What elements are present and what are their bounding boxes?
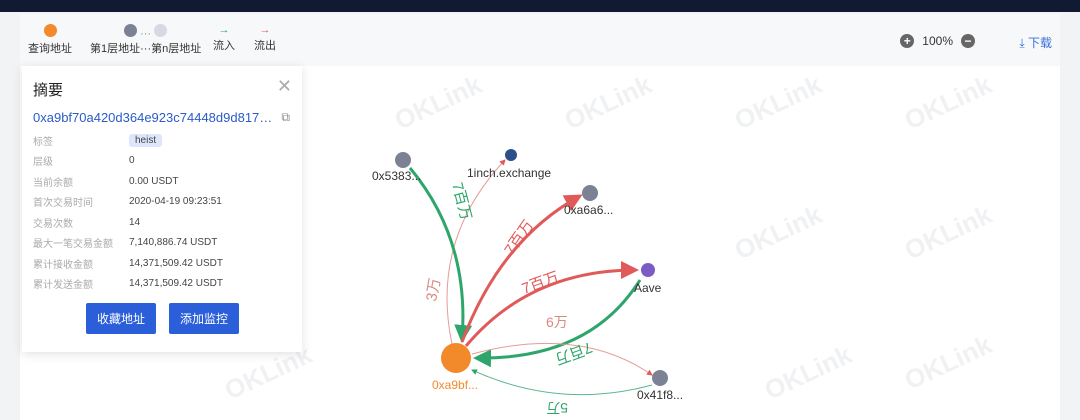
legend-inflow: → 流入 bbox=[213, 24, 235, 53]
summary-row: 首次交易时间 2020-04-19 09:23:51 bbox=[33, 192, 223, 213]
node-5383[interactable] bbox=[395, 152, 411, 168]
summary-row: 交易次数 14 bbox=[33, 212, 223, 233]
edge-to-41f8[interactable] bbox=[471, 342, 653, 376]
row-value: 14,371,509.42 USDT bbox=[129, 257, 223, 269]
row-value: 7,140,886.74 USDT bbox=[129, 237, 218, 249]
download-icon: ⤓ bbox=[1019, 36, 1025, 50]
row-key: 累计发送金额 bbox=[33, 280, 93, 292]
inflow-arrow-icon: → bbox=[218, 24, 230, 36]
favorite-address-button[interactable]: 收藏地址 bbox=[86, 303, 156, 334]
node-label-a6a6: 0xa6a6... bbox=[564, 203, 613, 217]
row-key: 最大一笔交易金额 bbox=[33, 239, 113, 251]
edge-label-to-aave: 7百万 bbox=[520, 269, 562, 298]
copy-icon[interactable]: ⧉ bbox=[281, 110, 290, 124]
legend-outflow-label: 流出 bbox=[254, 40, 276, 52]
row-value: 14 bbox=[129, 216, 141, 228]
edge-from-5383[interactable] bbox=[408, 167, 473, 343]
edge-to-a6a6[interactable] bbox=[460, 194, 583, 343]
row-value: 14,371,509.42 USDT bbox=[129, 278, 223, 290]
summary-title: 摘要 bbox=[33, 82, 64, 99]
watermark: OKLink bbox=[760, 339, 857, 405]
row-key: 标签 bbox=[33, 136, 53, 148]
row-key: 首次交易时间 bbox=[33, 198, 93, 210]
zoom-out-icon[interactable]: − bbox=[961, 34, 975, 48]
toolbar: 查询地址 ··· 第1层地址···第n层地址 → 流入 → 流出 + 100% − … bbox=[20, 14, 1060, 66]
top-bar bbox=[0, 0, 1080, 12]
row-key: 层级 bbox=[33, 157, 53, 169]
summary-rows: 标签 heist 层级 0 当前余额 0.00 USDT 首次交易时间 2020-04-19 … bbox=[33, 130, 223, 294]
node-41f8[interactable] bbox=[652, 370, 668, 386]
summary-row: 累计发送金额 14,371,509.42 USDT bbox=[33, 274, 223, 295]
close-icon[interactable]: ✕ bbox=[276, 76, 292, 96]
edge-from-41f8[interactable] bbox=[471, 369, 653, 396]
edge-to-aave[interactable] bbox=[464, 261, 639, 347]
tag-badge: heist bbox=[129, 133, 163, 147]
legend-layers-label: 第1层地址···第n层地址 bbox=[90, 43, 202, 55]
legend-query-label: 查询地址 bbox=[28, 43, 72, 55]
edge-to-inch[interactable] bbox=[446, 159, 506, 345]
legend-layers: ··· 第1层地址···第n层地址 bbox=[90, 24, 201, 56]
ellipsis-icon: ··· bbox=[140, 28, 152, 40]
summary-row: 最大一笔交易金额 7,140,886.74 USDT bbox=[33, 233, 223, 254]
edge-label-to-41f8: 6万 bbox=[546, 314, 568, 330]
row-key: 交易次数 bbox=[33, 218, 73, 230]
legend-outflow: → 流出 bbox=[254, 24, 276, 53]
layer1-dot-icon bbox=[124, 24, 138, 37]
layern-dot-icon bbox=[154, 24, 168, 37]
node-label-inch: 1inch.exchange bbox=[467, 166, 551, 180]
row-value: 0 bbox=[129, 155, 135, 167]
row-value: 0.00 USDT bbox=[129, 175, 179, 187]
row-key: 累计接收金额 bbox=[33, 259, 93, 271]
node-label-41f8: 0x41f8... bbox=[637, 388, 683, 402]
zoom-in-icon[interactable]: + bbox=[900, 34, 915, 48]
outflow-arrow-icon: → bbox=[259, 24, 271, 36]
summary-card: 摘要 ✕ 0xa9bf70a420d364e923c74448d9d817… ⧉… bbox=[22, 66, 302, 352]
edge-label-to-inch: 3万 bbox=[423, 277, 444, 303]
edge-label-from-aave: 7百万 bbox=[553, 338, 595, 367]
edge-label-to-a6a6: 7百万 bbox=[501, 217, 537, 258]
node-label-center: 0xa9bf... bbox=[432, 378, 478, 392]
watermark: OKLink bbox=[900, 199, 997, 265]
node-label-aave: Aave bbox=[634, 281, 662, 295]
summary-address[interactable]: 0xa9bf70a420d364e923c74448d9d817… bbox=[33, 110, 273, 125]
summary-row: 标签 heist bbox=[33, 130, 223, 151]
edge-label-from-5383: 7百万 bbox=[448, 181, 474, 222]
download-button[interactable]: ⤓ 下载 bbox=[1019, 34, 1052, 51]
row-key: 当前余额 bbox=[33, 177, 73, 189]
summary-row: 累计接收金额 14,371,509.42 USDT bbox=[33, 253, 223, 274]
watermark: OKLink bbox=[390, 69, 487, 135]
zoom-control: + 100% − bbox=[900, 34, 975, 48]
download-label: 下载 bbox=[1027, 36, 1052, 50]
edge-label-from-41f8: 5万 bbox=[546, 400, 568, 416]
node-inch-icon[interactable] bbox=[505, 149, 517, 161]
watermark: OKLink bbox=[730, 69, 827, 135]
node-aave-icon[interactable] bbox=[641, 263, 655, 277]
legend-query: 查询地址 bbox=[28, 24, 72, 56]
edge-from-aave[interactable] bbox=[473, 279, 642, 368]
zoom-level: 100% bbox=[922, 34, 953, 48]
query-dot-icon bbox=[43, 24, 57, 37]
add-monitor-button[interactable]: 添加监控 bbox=[169, 303, 239, 334]
watermark: OKLink bbox=[560, 69, 657, 135]
node-label-5383: 0x5383... bbox=[372, 169, 421, 183]
watermark: OKLink bbox=[900, 69, 997, 135]
row-value: 2020-04-19 09:23:51 bbox=[129, 196, 222, 208]
summary-row: 层级 0 bbox=[33, 151, 223, 172]
watermark: OKLink bbox=[730, 199, 827, 265]
node-a6a6[interactable] bbox=[582, 185, 598, 201]
summary-row: 当前余额 0.00 USDT bbox=[33, 171, 223, 192]
watermark: OKLink bbox=[900, 329, 997, 395]
legend-inflow-label: 流入 bbox=[213, 40, 235, 52]
node-center[interactable] bbox=[441, 343, 471, 373]
